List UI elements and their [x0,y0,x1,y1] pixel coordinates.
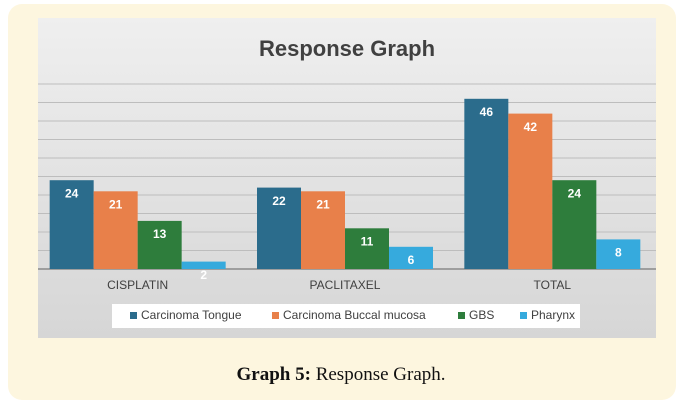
data-label: 24 [568,186,582,200]
bar [257,187,301,269]
data-label: 22 [272,194,286,208]
legend-label: Carcinoma Buccal mucosa [283,308,426,322]
data-label: 6 [408,253,415,267]
data-label: 13 [153,227,167,241]
bar [464,98,509,269]
data-label: 2 [200,268,207,282]
data-label: 46 [480,105,494,119]
chart-title: Response Graph [259,36,435,61]
legend-label: Carcinoma Tongue [141,308,242,322]
x-tick-label: TOTAL [534,278,572,292]
data-label: 21 [316,197,330,211]
bar [137,220,182,269]
bar [301,191,345,269]
legend-box [112,304,580,328]
bar [596,239,641,269]
legend-swatch [458,312,465,319]
bar [49,180,94,269]
legend-swatch [520,312,527,319]
caption-label: Graph 5: [236,364,311,385]
legend-swatch [130,312,137,319]
data-label: 42 [524,120,538,134]
legend-label: GBS [469,308,494,322]
bar [181,261,226,269]
bar [389,246,433,269]
x-tick-label: CISPLATIN [107,278,168,292]
data-label: 21 [109,197,123,211]
data-label: 11 [361,234,374,248]
legend-swatch [272,312,279,319]
bar [552,180,597,269]
caption-text: Response Graph. [315,364,446,385]
x-tick-label: PACLITAXEL [310,278,381,292]
legend-label: Pharynx [531,308,575,322]
data-label: 8 [615,246,622,260]
bar [345,228,389,269]
caption: Graph 5: Response Graph. [0,364,682,386]
chart-background [38,18,656,338]
data-label: 24 [65,186,79,200]
bar [93,191,138,269]
bar [508,113,553,269]
